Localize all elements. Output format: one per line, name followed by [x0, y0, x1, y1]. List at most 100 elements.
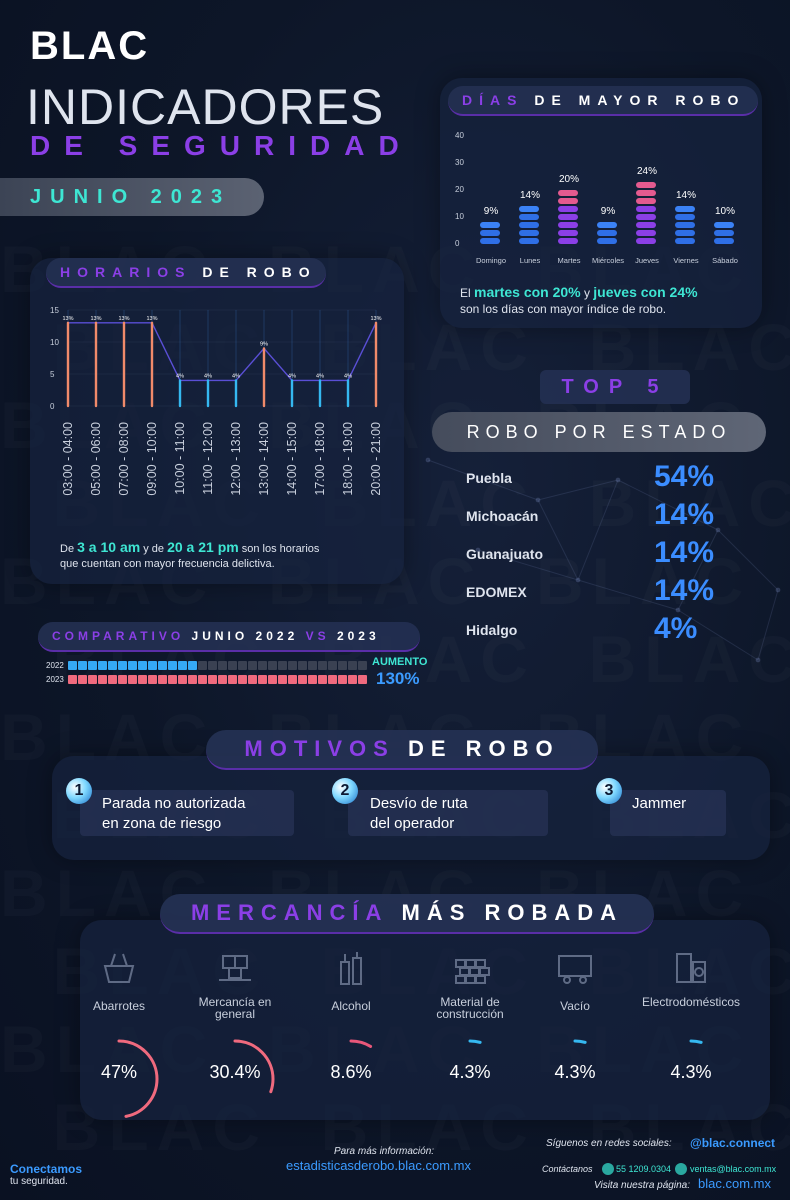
comp-2023-segment	[358, 675, 367, 684]
days-note-part: son los días con mayor índice de robo.	[460, 302, 667, 316]
day-bar-segment	[675, 206, 695, 212]
day-category-label: Domingo	[475, 256, 506, 265]
hours-y-tick: 0	[50, 402, 55, 411]
comp-2022-segment	[88, 661, 97, 670]
aumento-percentage: 130%	[376, 669, 420, 688]
day-value-label: 14%	[519, 190, 540, 201]
top5-title: TOP 5	[540, 370, 690, 404]
merc-percentage: 30.4%	[209, 1062, 261, 1082]
hours-category-label: 17:00 - 18:00	[313, 422, 327, 496]
hours-note-highlight-2: 20 a 21 pm	[167, 539, 239, 555]
day-category-label: Miércoles	[591, 256, 625, 265]
state-name: Guanajuato	[466, 546, 544, 562]
comp-2023-segment	[268, 675, 277, 684]
merc-percentage: 8.6%	[330, 1062, 372, 1082]
hours-value-label: 13%	[62, 316, 73, 322]
merc-label: Electrodomésticos	[641, 995, 741, 1009]
comp-2022-segment	[338, 661, 347, 670]
state-row: Guanajuato 14%	[466, 536, 726, 570]
comp-2023-segment	[78, 675, 87, 684]
day-bar-segment	[519, 222, 539, 228]
comp-2023-segment	[288, 675, 297, 684]
comp-2022-segment	[238, 661, 247, 670]
grocery-basket-icon	[103, 953, 135, 983]
days-y-tick: 20	[455, 185, 464, 194]
days-note-highlight-1: martes con 20%	[474, 284, 581, 300]
state-name: EDOMEX	[466, 584, 527, 600]
state-row: Michoacán 14%	[466, 498, 726, 532]
day-bar: 10%	[708, 0, 742, 260]
comp-2023-segment	[98, 675, 107, 684]
hours-category-label: 11:00 - 12:00	[201, 422, 215, 495]
merc-progress-arc	[79, 1039, 159, 1119]
merc-percentage: 47%	[100, 1062, 138, 1082]
day-bar-segment	[519, 238, 539, 244]
hours-category-label: 03:00 - 04:00	[61, 422, 75, 496]
hours-category-label: 07:00 - 08:00	[117, 422, 131, 496]
day-bar-segment	[675, 230, 695, 236]
merc-percentage: 4.3%	[670, 1062, 712, 1082]
comp-2022-segment	[308, 661, 317, 670]
comp-2023-segment	[198, 675, 207, 684]
state-name: Puebla	[466, 470, 512, 486]
robo-por-estado-title: ROBO POR ESTADO	[432, 412, 766, 452]
footer-email[interactable]: ventas@blac.com.mx	[690, 1164, 777, 1174]
footer-phone[interactable]: 55 1209.0304	[616, 1164, 672, 1174]
month-badge: JUNIO 2023	[0, 178, 264, 216]
merc-label: Material de construcción	[436, 995, 504, 1021]
days-note-highlight-2: jueves con 24%	[593, 284, 698, 300]
day-bar-segment	[636, 230, 656, 236]
merc-progress-arc	[195, 1039, 275, 1119]
comp-2022-segment	[68, 661, 77, 670]
days-note: El martes con 20% y jueves con 24% son l…	[460, 284, 760, 317]
merc-label: Vacío	[560, 999, 590, 1013]
day-bar-segment	[714, 222, 734, 228]
comp-2022-segment	[178, 661, 187, 670]
motivo-3-text: Jammer	[632, 795, 687, 812]
footer-info-link[interactable]: estadisticasderobo.blac.com.mx	[286, 1158, 471, 1173]
motivos-title-highlight: MOTIVOS	[244, 736, 395, 761]
comp-2023-segment	[348, 675, 357, 684]
merc-progress-ring	[195, 1039, 275, 1119]
footer-social-handle[interactable]: @blac.connect	[690, 1136, 776, 1150]
days-y-tick: 0	[455, 239, 460, 248]
comp-2023-segment	[178, 675, 187, 684]
comp-2022-segment	[348, 661, 357, 670]
footer-slogan-sub: tu seguridad.	[10, 1176, 68, 1187]
footer-social-label: Síguenos en redes sociales:	[546, 1138, 672, 1149]
mercancia-section-title: MERCANCÍA MÁS ROBADA	[160, 894, 654, 934]
comp-2022-segment	[198, 661, 207, 670]
comp-2023-segment	[308, 675, 317, 684]
hours-value-label: 4%	[204, 373, 212, 379]
empty-trailer-icon	[558, 955, 592, 984]
days-title-rest: DE MAYOR ROBO	[523, 92, 746, 108]
day-bar-segment	[558, 198, 578, 204]
hours-value-label: 13%	[90, 316, 101, 322]
mercancia-panel	[80, 920, 770, 1120]
hours-note-part: De	[60, 543, 78, 555]
hours-value-label: 13%	[370, 316, 381, 322]
motivo-3-number: 3	[596, 778, 622, 804]
mexico-map-network-graphic	[425, 457, 781, 663]
day-bar-segment	[636, 222, 656, 228]
days-y-tick: 30	[455, 158, 464, 167]
merc-percentage: 4.3%	[449, 1062, 491, 1082]
email-icon	[675, 1163, 687, 1175]
motivo-2-box	[348, 790, 548, 836]
footer-website-link[interactable]: blac.com.mx	[698, 1176, 771, 1191]
merc-progress-ring	[430, 1039, 510, 1119]
days-y-tick: 40	[455, 131, 464, 140]
day-value-label: 10%	[714, 206, 735, 217]
hours-category-label: 12:00 - 13:00	[229, 422, 243, 496]
hours-section-title: HORARIOS DE ROBO	[46, 258, 326, 288]
comp-2023-segment	[188, 675, 197, 684]
state-row: Puebla 54%	[466, 460, 726, 494]
day-bar-segment	[636, 206, 656, 212]
hours-note-part: que cuentan con mayor frecuencia delicti…	[60, 558, 275, 570]
merc-progress-ring	[79, 1039, 159, 1119]
hours-value-label: 4%	[176, 373, 184, 379]
motivo-2-number: 2	[332, 778, 358, 804]
merc-label: Abarrotes	[92, 999, 146, 1013]
day-bar-segment	[636, 238, 656, 244]
footer-visit-label: Visita nuestra página:	[594, 1180, 690, 1191]
